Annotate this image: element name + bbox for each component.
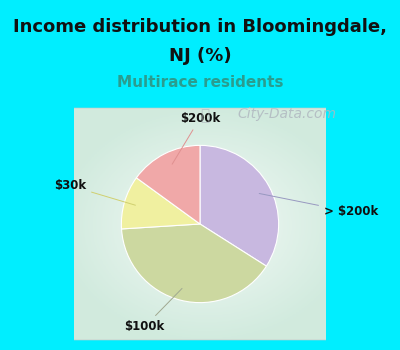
- Wedge shape: [121, 178, 200, 229]
- Text: > $200k: > $200k: [259, 194, 378, 218]
- Text: Multirace residents: Multirace residents: [117, 75, 283, 90]
- Text: Income distribution in Bloomingdale,: Income distribution in Bloomingdale,: [13, 18, 387, 36]
- Wedge shape: [122, 224, 266, 303]
- Text: NJ (%): NJ (%): [169, 47, 231, 65]
- Text: $200k: $200k: [172, 112, 220, 164]
- Wedge shape: [200, 145, 279, 266]
- Text: City-Data.com: City-Data.com: [238, 107, 337, 121]
- Wedge shape: [136, 145, 200, 224]
- Text: $30k: $30k: [54, 179, 136, 205]
- Text: $100k: $100k: [124, 288, 182, 333]
- Text: Ⓜ: Ⓜ: [200, 108, 210, 123]
